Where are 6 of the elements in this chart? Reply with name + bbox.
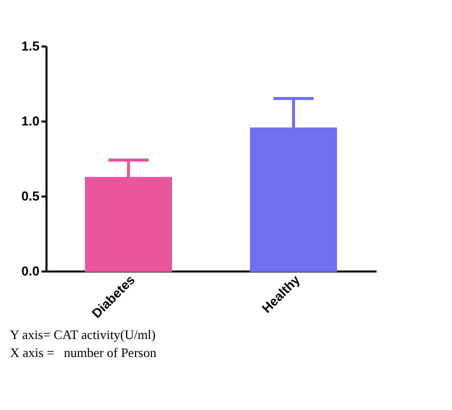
text: Y axis= CAT activity(U/ml)	[10, 326, 157, 344]
y-tick-label: 1.0	[21, 114, 40, 128]
y-tick-label: 1.5	[21, 38, 40, 54]
y-tick-label: 0.5	[21, 188, 40, 204]
text: X axis = number of Person	[10, 344, 158, 362]
y-tick-label: 0.0	[21, 264, 40, 278]
